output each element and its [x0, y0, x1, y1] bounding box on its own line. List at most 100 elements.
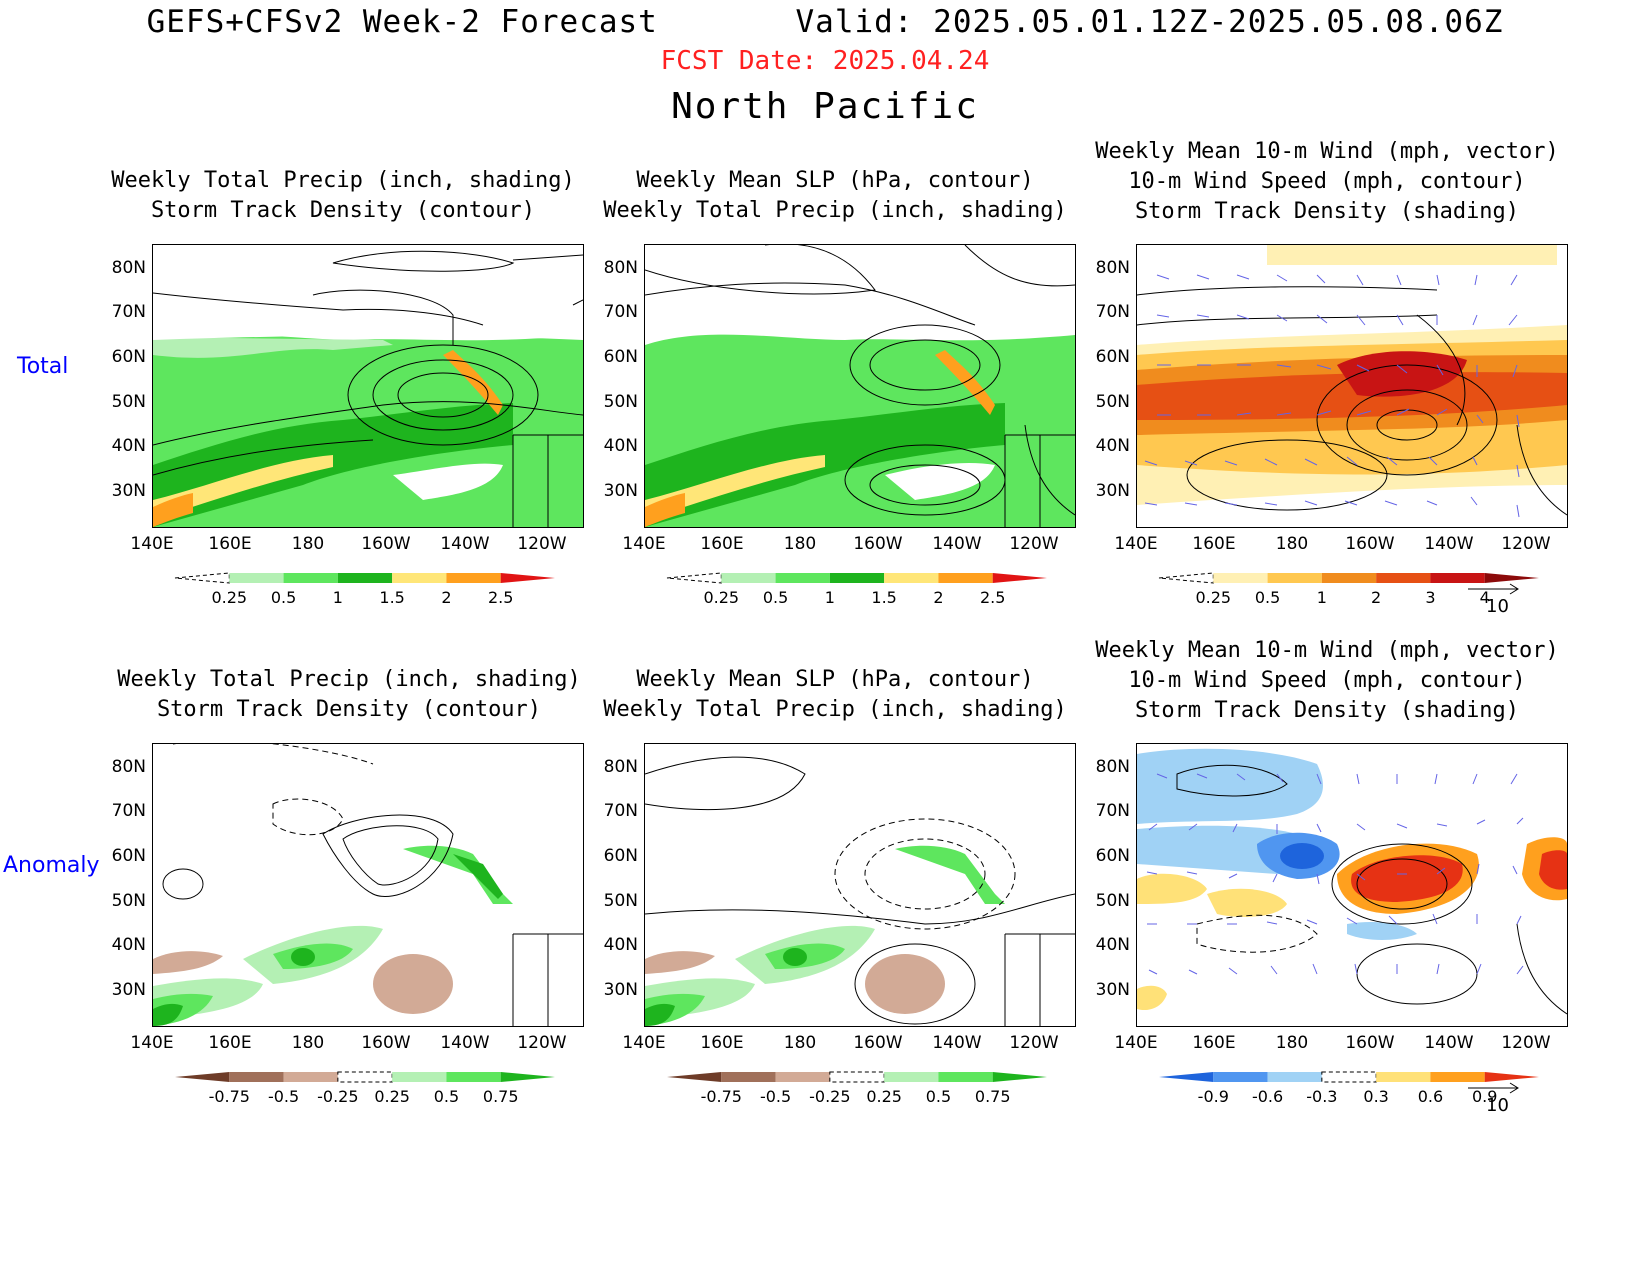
lon-tick-label: 120W [517, 1033, 567, 1053]
colorbar-label: 0.75 [482, 1087, 519, 1106]
colorbar-label: 0.5 [433, 1087, 460, 1106]
lon-tick-label: 120W [1009, 534, 1059, 554]
colorbar-label: 1.5 [871, 588, 897, 607]
colorbar-swatch [1321, 573, 1377, 583]
lat-tick-label: 60N [1095, 347, 1130, 367]
lat-tick-label: 40N [1095, 436, 1130, 456]
colorbar-swatch [1484, 573, 1539, 583]
colorbar: -0.75 -0.5 -0.25 0.25 0.5 0.75 [165, 1071, 565, 1106]
colorbar-label: 1 [824, 588, 835, 607]
lon-tick-label: 120W [1501, 534, 1551, 554]
colorbar-swatch [392, 1072, 447, 1082]
colorbar-swatch [1267, 1072, 1322, 1082]
lat-tick-label: 60N [1095, 846, 1130, 866]
colorbar-swatch [175, 1072, 230, 1082]
lon-tick-label: 120W [517, 534, 567, 554]
lat-tick-label: 50N [111, 392, 146, 412]
lat-tick-label: 50N [603, 891, 638, 911]
colorbar-swatch [721, 573, 776, 583]
lat-tick-label: 70N [603, 302, 638, 322]
lon-tick-label: 180 [783, 1033, 817, 1053]
wind-vectors [1144, 274, 1520, 518]
colorbar-label: -0.9 [1197, 1087, 1229, 1106]
colorbar-swatch [992, 1072, 1047, 1082]
colorbar-swatch [229, 1072, 284, 1082]
lat-tick-label: 80N [603, 757, 638, 777]
colorbar: 0.25 0.5 1 2 3 4 [1149, 572, 1549, 607]
colorbar-swatch [446, 1072, 501, 1082]
lon-tick-label: 160E [700, 1033, 744, 1053]
colorbar-swatches [174, 572, 555, 584]
vector-reference-label: 10 [1486, 596, 1509, 617]
lat-tick-label: 70N [111, 302, 146, 322]
lat-tick-label: 50N [603, 392, 638, 412]
colorbar-label: 0.5 [1254, 588, 1281, 607]
row-label-anomaly: Anomaly [3, 853, 100, 878]
colorbar-swatch [667, 1072, 722, 1082]
lat-tick-label: 30N [1095, 980, 1130, 1000]
colorbar-label: -0.75 [700, 1087, 742, 1106]
colorbar-swatch [337, 1071, 393, 1083]
colorbar-label: 2.5 [487, 588, 514, 607]
lon-tick-label: 160W [361, 1033, 411, 1053]
colorbar-swatch [992, 573, 1047, 583]
lat-tick-label: 50N [1095, 392, 1130, 412]
colorbar-label: -0.25 [317, 1087, 359, 1106]
colorbar-swatch [392, 573, 447, 583]
colorbar-swatches [1158, 572, 1539, 584]
lon-tick-label: 140E [1114, 534, 1158, 554]
map-panel-total-wind [1136, 244, 1568, 528]
colorbar-swatch [1430, 573, 1485, 583]
colorbar-swatch [1484, 1072, 1539, 1082]
lat-tick-label: 30N [111, 481, 146, 501]
colorbar-swatch [1430, 1072, 1485, 1082]
colorbar-label: -0.6 [1251, 1087, 1284, 1106]
map-anom-slp [645, 756, 1075, 1026]
lat-tick-label: 40N [111, 436, 146, 456]
colorbar-swatch [829, 1071, 885, 1083]
figure-title: GEFS+CFSv2 Week-2 Forecast Valid: 2025.0… [0, 4, 1650, 40]
lon-tick-label: 160E [1192, 1033, 1236, 1053]
colorbar-swatches [1159, 1071, 1539, 1083]
map-total-precip [153, 245, 583, 527]
lon-tick-label: 140W [932, 1033, 982, 1053]
colorbar-label: 2 [933, 588, 944, 607]
colorbar-swatch [1158, 572, 1214, 584]
colorbar-label: -0.75 [208, 1087, 250, 1106]
panel-title-anom-wind: Weekly Mean 10-m Wind (mph, vector) 10-m… [1095, 638, 1559, 723]
colorbar-swatch [229, 573, 284, 583]
colorbar-label: 0.9 [1471, 1087, 1498, 1106]
lat-tick-label: 80N [603, 258, 638, 278]
vector-reference-bottom: 10 [1466, 1079, 1536, 1119]
colorbar-label: -0.3 [1306, 1087, 1338, 1106]
colorbar: 0.25 0.5 1 1.5 2 2.5 [165, 572, 565, 607]
lon-tick-label: 140E [130, 534, 174, 554]
lat-tick-label: 40N [603, 935, 638, 955]
map-panel-anom-slp [644, 743, 1076, 1027]
colorbar-label: 0.6 [1417, 1087, 1444, 1106]
lat-tick-label: 60N [111, 846, 146, 866]
map-panel-anom-wind [1136, 743, 1568, 1027]
lat-tick-label: 60N [603, 846, 638, 866]
colorbar-swatch [174, 572, 230, 584]
colorbar-swatch [938, 1072, 993, 1082]
lat-tick-label: 30N [603, 980, 638, 1000]
lat-tick-label: 70N [603, 801, 638, 821]
colorbar-label: 0.75 [974, 1087, 1011, 1106]
map-panel-anom-precip [152, 743, 584, 1027]
colorbar-label: 0.25 [1195, 588, 1232, 607]
lon-tick-label: 160W [853, 1033, 903, 1053]
colorbar-swatch [446, 573, 501, 583]
lat-tick-label: 70N [1095, 302, 1130, 322]
row-label-total: Total [17, 354, 69, 379]
colorbar-label: 0.5 [762, 588, 789, 607]
colorbar-label: -0.5 [759, 1087, 792, 1106]
lon-tick-label: 140W [1424, 1033, 1474, 1053]
colorbar-swatch [500, 1072, 555, 1082]
colorbar-label: 2 [1371, 588, 1382, 607]
forecast-date: FCST Date: 2025.04.24 [660, 46, 990, 76]
colorbar-swatch [500, 573, 555, 583]
colorbar-label: 1 [332, 588, 343, 607]
map-anom-wind [1137, 748, 1567, 1015]
lon-tick-label: 140W [932, 534, 982, 554]
